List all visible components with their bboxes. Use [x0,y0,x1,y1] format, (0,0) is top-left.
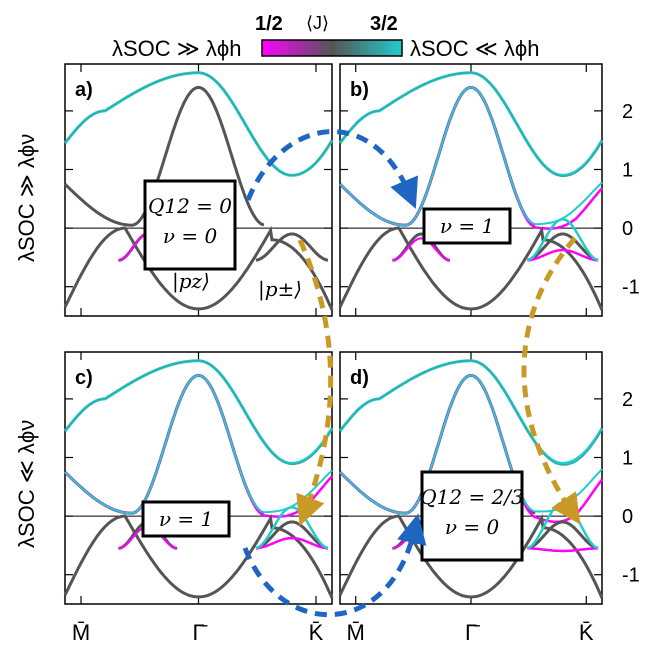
x-tick-label: Γ̄ [192,620,207,645]
gold-arrow-a-c [296,238,334,527]
y-tick-label: 2 [622,389,633,411]
y-tick-label: 1 [622,447,633,469]
blue-arrow-c-d [242,513,427,617]
panel-label: a) [75,79,93,101]
y-tick-label: -1 [622,277,640,299]
band-mid-split [339,86,603,230]
hump-k-cyan [526,218,599,262]
panel-4: d) Q12 = 2/3 ν = 0 2 1 0 -1 M̄ Γ̄ K̄ [338,351,640,645]
x-tick-label: K̄ [309,620,324,645]
annotation-box [420,470,524,562]
hump-k [527,232,599,262]
band-top-split [64,360,333,466]
top-label-right: λSOC ≪ λϕh [410,36,540,61]
band-mid [63,85,265,227]
band-low [338,225,604,311]
state-label-ppm: |p±⟩ [258,277,302,302]
panels: a) Q12 = 0 ν = 0 |pz⟩ |p±⟩ b) ν = 1 2 1 0 -1 c) ν = … [63,63,640,645]
colorbar-right-label: 3/2 [370,13,398,35]
annotation-box [143,179,237,271]
x-tick-label: Γ̄ [465,620,480,645]
hump-k [255,520,329,550]
x-tick-label: M̄ [72,620,90,645]
hump-k-mag [527,248,599,262]
panel-label: c) [75,367,93,389]
arrows [242,129,581,617]
band-low [338,513,604,599]
colorbar-mid-label: ⟨J⟩ [306,13,329,33]
annotation-box [141,500,231,538]
annotation-line: Q12 = 2/3 [420,485,524,509]
band-low [63,225,334,311]
panel-3: c) ν = 1 M̄ Γ̄ K̄ [63,351,334,645]
blue-arrow-a-b [245,129,418,209]
panel-frame [339,63,603,317]
band-top-split [339,72,603,178]
panel-frame [64,351,333,605]
band-low [63,513,334,599]
row-label-top: λSOC ≫ λϕν [14,134,39,262]
band-mid-split-cyan [64,374,333,515]
annotation-box [422,207,512,245]
top-label-left: λSOC ≫ λϕh [112,36,242,61]
annotation-line: ν = 1 [159,507,213,531]
annotation-line: Q12 = 0 [148,194,232,218]
y-tick-label: 0 [622,218,633,240]
y-tick-label: 2 [622,101,633,123]
gold-arrow-b-d [521,236,581,525]
band-top-split [339,360,603,466]
y-tick-label: -1 [622,565,640,587]
hump-k-mag [255,536,329,550]
state-label-pz: |pz⟩ [172,269,210,294]
row-label-bottom: λSOC ≪ λϕν [14,420,39,548]
y-tick-label: 1 [622,159,633,181]
annotation-line: ν = 1 [440,214,494,238]
colorbar-left-label: 1/2 [255,13,283,35]
hump-k-mag [527,547,599,553]
hump-m-mag [392,237,451,262]
x-tick-label: M̄ [347,620,365,645]
band-top-split [64,72,333,177]
annotation-line: ν = 0 [163,224,218,248]
hump-k-cyan [255,506,329,550]
panel-label: b) [350,79,369,101]
band-mid-split [64,374,333,518]
colorbar-gradient [261,39,403,57]
x-tick-label: K̄ [579,620,594,645]
y-tick-label: 0 [622,506,633,528]
band-mid-split-cyan [339,86,603,227]
panel-1: a) Q12 = 0 ν = 0 |pz⟩ |p±⟩ [63,63,334,317]
panel-label: d) [350,367,369,389]
hump-k [255,232,329,262]
annotation-line: ν = 0 [445,515,500,539]
panel-2: b) ν = 1 2 1 0 -1 [338,63,640,317]
colorbar: 1/2 ⟨J⟩ 3/2 [255,13,403,57]
